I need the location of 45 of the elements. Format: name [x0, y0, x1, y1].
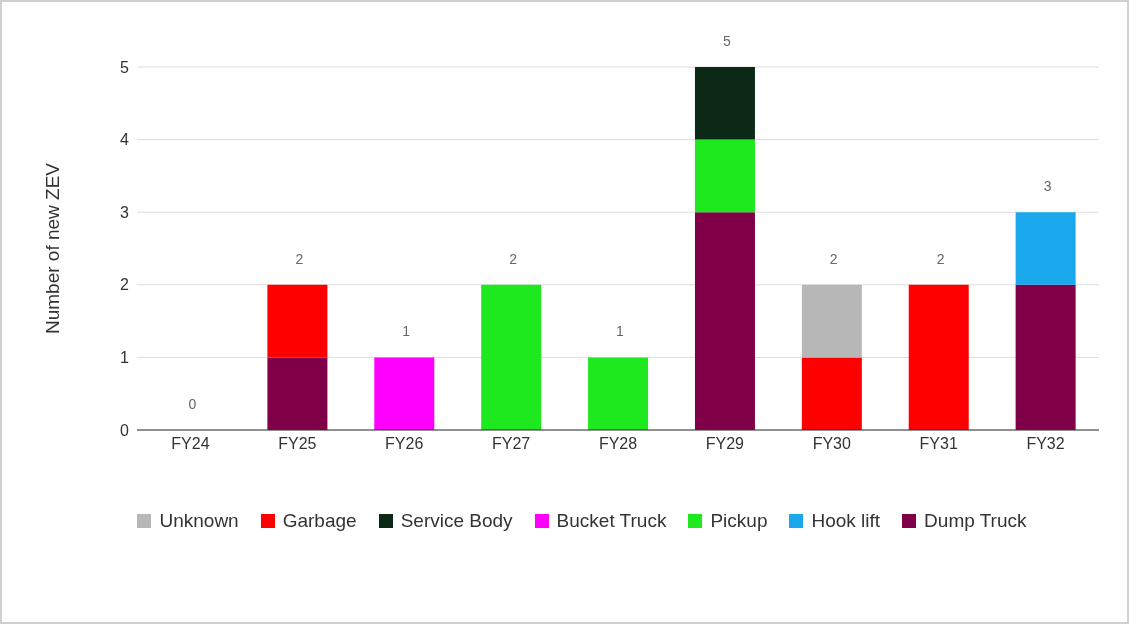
- legend-label: Pickup: [710, 510, 768, 532]
- x-tick-label: FY29: [705, 435, 745, 453]
- y-tick-label: 5: [120, 58, 130, 76]
- legend-label: Unknown: [159, 510, 239, 532]
- bar: [801, 284, 862, 358]
- y-tick-label: 3: [120, 203, 130, 221]
- y-tick-label: 1: [120, 349, 130, 367]
- total-label: 2: [508, 250, 518, 267]
- total-label: 1: [615, 323, 625, 340]
- bar: [694, 139, 755, 213]
- legend-label: Bucket Truck: [556, 510, 667, 532]
- x-tick-label: FY26: [385, 435, 424, 453]
- total-label: 3: [1042, 178, 1053, 195]
- bar: [801, 357, 862, 430]
- bar: [694, 67, 755, 140]
- x-tick-label: FY32: [1026, 435, 1065, 453]
- bar: [267, 284, 328, 358]
- bar: [374, 357, 435, 430]
- y-tick-label: 2: [120, 276, 130, 294]
- total-label: 0: [187, 396, 198, 412]
- bar: [908, 284, 969, 430]
- bar: [481, 284, 542, 430]
- total-label: 5: [721, 33, 732, 49]
- legend-label: Hook lift: [811, 510, 881, 532]
- total-label: 2: [294, 250, 305, 267]
- x-tick-label: FY31: [919, 435, 958, 453]
- x-tick-label: FY30: [812, 435, 851, 453]
- x-tick-label: FY27: [491, 435, 531, 453]
- legend-label: Garbage: [282, 510, 357, 532]
- x-tick-label: FY25: [278, 435, 317, 453]
- total-label: 2: [935, 250, 946, 267]
- legend-label: Service Body: [400, 510, 513, 532]
- total-label: 1: [401, 323, 412, 340]
- bar: [1015, 212, 1076, 285]
- legend-label: Dump Truck: [924, 510, 1027, 532]
- total-label: 2: [828, 250, 839, 267]
- x-tick-label: FY28: [598, 435, 638, 453]
- y-axis-title: Number of new ZEV: [41, 162, 63, 335]
- bar: [1015, 284, 1076, 430]
- y-tick-label: 0: [120, 421, 130, 439]
- bar: [588, 357, 649, 430]
- y-tick-label: 4: [120, 131, 130, 149]
- bar: [694, 212, 755, 430]
- x-tick-label: FY24: [171, 435, 210, 453]
- bar: [267, 357, 328, 430]
